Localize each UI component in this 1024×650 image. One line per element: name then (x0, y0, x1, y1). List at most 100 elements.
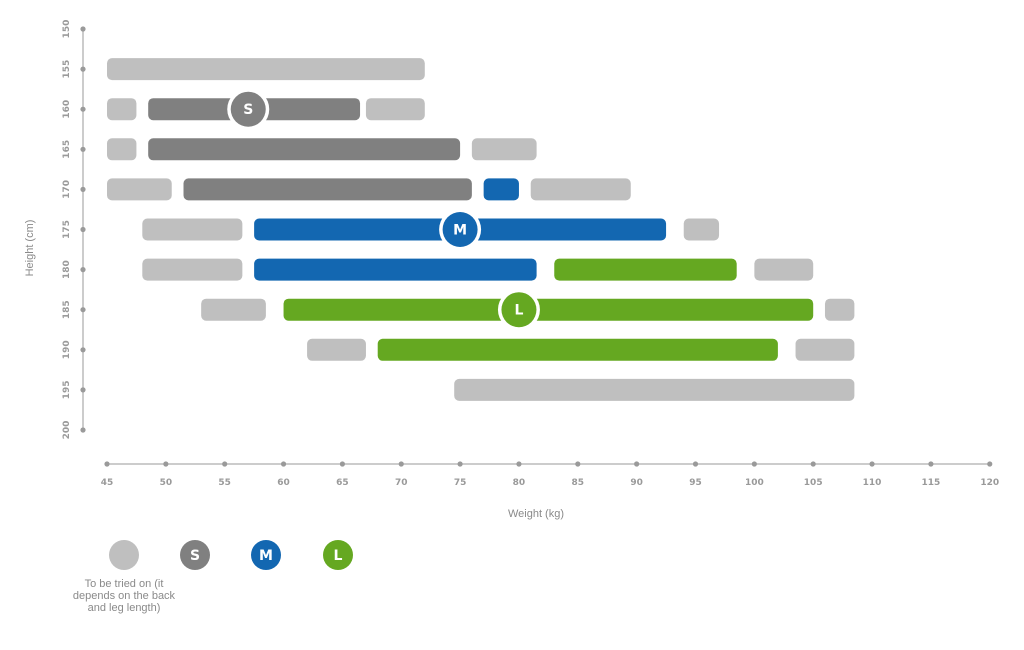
x-tick-mark (222, 461, 228, 467)
y-tick-mark (80, 26, 86, 32)
x-tick-label: 115 (922, 478, 941, 488)
x-tick-mark (810, 461, 816, 467)
x-tick-label: 45 (101, 478, 114, 488)
x-tick-label: 90 (630, 478, 643, 488)
range-bar-try (107, 98, 137, 121)
x-tick-label: 85 (572, 478, 585, 488)
y-tick-label: 160 (62, 100, 72, 119)
x-tick-mark (516, 461, 522, 467)
badge-circle (501, 292, 537, 328)
range-bar-s (148, 138, 461, 161)
legend-swatch (251, 540, 281, 570)
range-bar-try (201, 298, 266, 321)
y-tick-mark (80, 427, 86, 433)
x-tick-label: 80 (513, 478, 526, 488)
y-tick-mark (80, 347, 86, 353)
x-tick-label: 60 (277, 478, 290, 488)
range-bar-l (554, 258, 737, 281)
range-bar-try (107, 178, 172, 201)
legend-swatch (323, 540, 353, 570)
y-tick-mark (80, 146, 86, 152)
x-tick-mark (398, 461, 404, 467)
y-tick-label: 185 (62, 300, 72, 319)
legend-swatch-label: L (334, 548, 343, 564)
x-tick-label: 70 (395, 478, 408, 488)
y-tick-label: 165 (62, 140, 72, 159)
legend: To be tried on (it depends on the back and… (73, 540, 353, 614)
x-tick-label: 55 (218, 478, 231, 488)
y-tick-mark (80, 226, 86, 233)
x-tick-mark (339, 461, 345, 467)
badge-circle (230, 91, 266, 127)
x-tick-mark (104, 461, 110, 467)
range-bar-m (483, 178, 519, 201)
x-axis-title: Weight (kg) (508, 508, 564, 520)
y-tick-mark (80, 267, 86, 273)
x-tick-label: 120 (980, 478, 999, 488)
range-bar-try (307, 338, 366, 361)
range-bar-try (365, 98, 425, 121)
x-tick-label: 105 (804, 478, 823, 488)
y-axis-title: Height (cm) (24, 220, 36, 277)
legend-item-l: L (323, 540, 353, 570)
legend-item-try: To be tried on (it depends on the back and… (73, 540, 176, 614)
x-tick-mark (692, 461, 699, 467)
y-tick-mark (80, 66, 86, 72)
y-tick-label: 155 (62, 60, 72, 79)
range-bar-try (824, 298, 855, 321)
size-badge-m: M (439, 208, 482, 251)
range-bar-try (142, 258, 243, 281)
series-l (283, 258, 814, 361)
y-tick-label: 170 (62, 180, 72, 199)
series-try (107, 58, 855, 401)
range-bar-s (183, 178, 472, 201)
y-tick-mark (80, 307, 86, 313)
range-bar-try (795, 338, 855, 361)
range-bar-try (107, 58, 425, 81)
legend-swatch (109, 540, 139, 570)
x-tick-mark (575, 461, 581, 467)
x-tick-mark (928, 461, 934, 467)
x-tick-label: 95 (689, 478, 702, 488)
x-tick-mark (163, 461, 169, 467)
badge-circle (442, 212, 478, 247)
x-tick-label: 100 (745, 478, 764, 488)
badge-label: M (453, 223, 467, 239)
legend-text: To be tried on (it depends on the back and… (73, 578, 176, 614)
y-tick-mark (80, 387, 86, 393)
legend-swatch-label: S (190, 548, 200, 564)
x-tick-mark (751, 461, 757, 467)
range-bar-try (107, 138, 137, 161)
x-tick-label: 50 (160, 478, 173, 488)
range-bar-try (754, 258, 814, 281)
x-tick-mark (869, 461, 875, 467)
range-bar-try (683, 218, 720, 241)
range-bar-l (377, 338, 778, 361)
range-bar-l (283, 298, 814, 321)
y-tick-label: 200 (62, 421, 72, 440)
range-bar-try (142, 218, 243, 241)
y-tick-mark (80, 186, 86, 192)
range-bar-m (254, 258, 537, 281)
badge-label: L (514, 303, 523, 319)
y-tick-label: 195 (62, 381, 72, 400)
y-tick-label: 180 (62, 260, 72, 279)
range-bar-try (471, 138, 537, 161)
y-tick-mark (80, 106, 86, 112)
y-tick-label: 150 (62, 20, 72, 39)
axes: 150 155 160 165 170 175 180 185 190 195 200 45 50 55 6… (62, 20, 999, 488)
x-tick-mark (987, 461, 993, 467)
y-tick-label: 190 (62, 340, 72, 359)
legend-swatch-label: M (259, 548, 273, 564)
x-tick-label: 75 (454, 478, 467, 488)
badge-label: S (243, 102, 253, 118)
x-tick-label: 65 (336, 478, 349, 488)
legend-item-s: S (180, 540, 210, 570)
x-tick-mark (634, 461, 640, 467)
x-tick-mark (280, 461, 287, 467)
x-tick-mark (457, 461, 463, 467)
range-bar-try (454, 378, 855, 401)
legend-swatch (180, 540, 210, 570)
legend-item-m: M (251, 540, 281, 570)
